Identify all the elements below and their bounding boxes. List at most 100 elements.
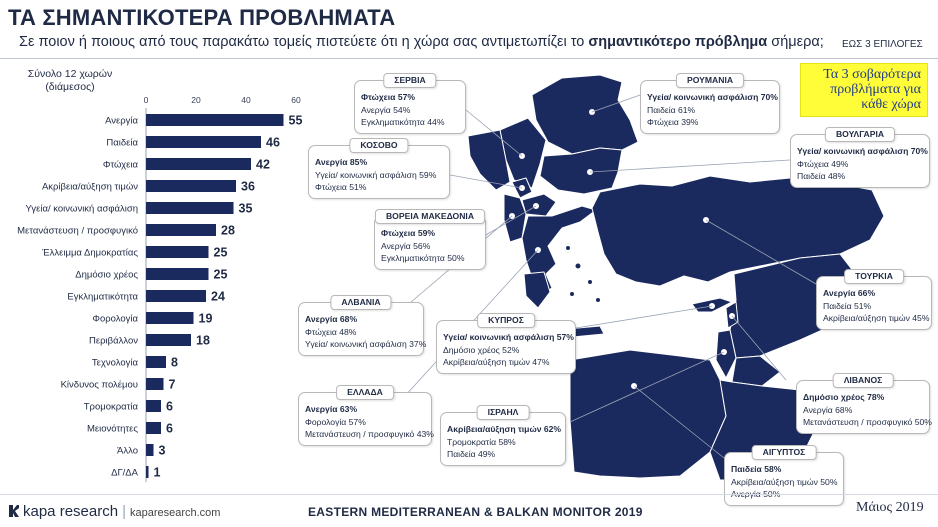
callout-title: ΙΣΡΑΗΛ — [476, 405, 530, 420]
data-label: 28 — [221, 224, 235, 238]
callout-kosovo: ΚΟΣΟΒΟ Ανεργία 85% Υγεία/ κοινωνική ασφάλ… — [308, 138, 450, 199]
callout-item: Μετανάστευση / προσφυγικό 43% — [305, 429, 434, 439]
callout-item: Παιδεία 49% — [447, 449, 496, 459]
bar — [146, 136, 261, 148]
map-turkey — [591, 175, 885, 287]
callout-item: Ανεργία 56% — [381, 240, 431, 251]
category-label: Έλλειμμα Δημοκρατίας — [41, 248, 138, 259]
bar — [146, 334, 191, 346]
map-island — [587, 279, 593, 285]
x-tick-label: 40 — [241, 95, 251, 105]
data-label: 6 — [166, 422, 173, 436]
callout-item: Εγκληματικότητα 44% — [361, 117, 445, 127]
category-label: Μετανάστευση / προσφυγικό — [17, 226, 138, 237]
category-label: Δημόσιο χρέος — [75, 270, 138, 281]
callout-lebanon: ΛΙΒΑΝΟΣ Δημόσιο χρέος 78% Ανεργία 68% Μετα… — [796, 373, 932, 434]
callout-title: ΛΙΒΑΝΟΣ — [832, 373, 894, 388]
callout-romania: ΡΟΥΜΑΝΙΑ Υγεία/ κοινωνική ασφάλιση 70% Πα… — [640, 73, 780, 134]
category-label: Περιβάλλον — [89, 336, 138, 347]
callout-item: Ανεργία 68% — [803, 404, 853, 415]
callout-item: Δημόσιο χρέος 52% — [443, 344, 520, 355]
map-west-balkans — [467, 129, 511, 191]
brand-logo: kapa research | kaparesearch.com — [8, 503, 220, 520]
callout-title: ΑΙΓΥΠΤΟΣ — [751, 445, 817, 460]
callout-item: Υγεία/ κοινωνική ασφάλιση 70% — [797, 146, 928, 156]
callout-item: Παιδεία 58% — [731, 464, 782, 474]
callout-item: Ανεργία 66% — [823, 288, 876, 298]
bar-chart: 0 20 40 60 Ανεργία 55 Παιδεία 46 Φτώχεια 42 Ακρίβε… — [17, 95, 302, 482]
region-map — [389, 74, 885, 481]
data-label: 25 — [214, 268, 228, 282]
map-romania — [531, 74, 639, 155]
callout-item: Φορολογία 57% — [305, 416, 366, 427]
callout-item: Εγκληματικότητα 50% — [381, 253, 465, 263]
map-serbia — [499, 117, 547, 189]
callout-item: Ανεργία 54% — [361, 104, 411, 115]
callout-item: Ακρίβεια/αύξηση τιμών 50% — [731, 476, 838, 487]
page-title: ΤΑ ΣΗΜΑΝΤΙΚΟΤΕΡΑ ΠΡΟΒΛΗΜΑΤΑ — [8, 5, 396, 30]
callout-item: Ακρίβεια/αύξηση τιμών 45% — [823, 313, 930, 323]
callout-item: Τρομοκρατία 58% — [447, 436, 516, 447]
map-peloponnese — [523, 271, 551, 309]
callout-turkey: ΤΟΥΡΚΙΑ Ανεργία 66% Παιδεία 51% Ακρίβεια/α… — [816, 269, 932, 330]
bar — [146, 224, 216, 236]
x-tick-label: 20 — [191, 95, 201, 105]
callout-item: Φτώχεια 59% — [381, 228, 436, 238]
callout-title: ΚΥΠΡΟΣ — [477, 313, 535, 328]
category-label: Τεχνολογία — [92, 358, 139, 369]
callout-title: ΡΟΥΜΑΝΙΑ — [675, 73, 745, 88]
category-label: Τρομοκρατία — [84, 402, 139, 413]
callout-item: Ανεργία 63% — [305, 404, 358, 414]
leader-kosovo — [449, 174, 523, 189]
data-label: 24 — [211, 290, 225, 304]
category-label: Εγκληματικότητα — [67, 292, 138, 303]
bar — [146, 400, 161, 412]
map-north-macedonia — [521, 193, 557, 217]
category-label: Άλλο — [117, 446, 138, 457]
callout-item: Παιδεία 61% — [647, 104, 696, 115]
data-label: 25 — [214, 246, 228, 260]
map-island — [569, 291, 575, 297]
bar — [146, 268, 209, 280]
callout-serbia: ΣΕΡΒΙΑ Φτώχεια 57% Ανεργία 54% Εγκληματικό… — [354, 73, 466, 134]
callout-item: Παιδεία 48% — [797, 171, 846, 181]
callout-title: ΤΟΥΡΚΙΑ — [844, 269, 904, 284]
data-label: 36 — [241, 180, 255, 194]
sample-note: Σύνολο 12 χωρών (διάμεσος) — [27, 68, 113, 93]
leader-cyprus — [575, 305, 713, 329]
logo-text: kapa research — [23, 503, 119, 520]
bar — [146, 246, 209, 258]
x-tick-label: 0 — [144, 95, 149, 105]
callout-israel: ΙΣΡΑΗΛ Ακρίβεια/αύξηση τιμών 62% Τρομοκρα… — [440, 405, 566, 466]
leader-turkey — [705, 219, 817, 285]
map-island — [565, 245, 571, 251]
kapa-logo-icon — [9, 505, 19, 517]
callout-item: Ακρίβεια/αύξηση τιμών 62% — [447, 424, 562, 434]
callout-item: Υγεία/ κοινωνική ασφάλιση 57% — [443, 332, 574, 342]
choices-note: ΕΩΣ 3 ΕΠΙΛΟΓΕΣ — [842, 39, 923, 50]
callout-cyprus: ΚΥΠΡΟΣ Υγεία/ κοινωνική ασφάλιση 57% Δημό… — [436, 313, 576, 374]
callout-item: Δημόσιο χρέος 78% — [803, 392, 885, 402]
data-label: 46 — [266, 136, 280, 150]
category-label: Ανεργία — [105, 116, 138, 127]
bar — [146, 158, 251, 170]
callout-albania: ΑΛΒΑΝΙΑ Ανεργία 68% Φτώχεια 48% Υγεία/ κοι… — [298, 295, 426, 356]
callout-north-macedonia: ΒΟΡΕΙΑ ΜΑΚΕΔΟΝΙΑ Φτώχεια 59% Ανεργία 56% Ε… — [374, 209, 486, 270]
callout-item: Παιδεία 51% — [823, 300, 872, 311]
callout-item: Ακρίβεια/αύξηση τιμών 47% — [443, 357, 550, 367]
callout-title: ΒΟΥΛΓΑΡΙΑ — [824, 127, 896, 142]
category-label: ΔΓ/ΔΑ — [111, 468, 139, 479]
website-link[interactable]: kaparesearch.com — [129, 507, 221, 519]
leader-bulgaria — [589, 159, 791, 173]
category-label: Υγεία/ κοινωνική ασφάλιση — [26, 204, 139, 215]
leader-egypt — [633, 385, 725, 459]
top3-legend: Τα 3 σοβαρότερα προβλήματα για κάθε χώρα — [800, 63, 928, 117]
bar — [146, 202, 234, 214]
x-tick-label: 60 — [291, 95, 301, 105]
leader-lebanon — [731, 315, 787, 381]
category-label: Φτώχεια — [103, 160, 139, 171]
bar — [146, 356, 166, 368]
callout-item: Φτώχεια 51% — [315, 182, 367, 192]
map-egypt — [569, 349, 727, 479]
callout-bulgaria: ΒΟΥΛΓΑΡΙΑ Υγεία/ κοινωνική ασφάλιση 70% Φ… — [790, 127, 930, 188]
